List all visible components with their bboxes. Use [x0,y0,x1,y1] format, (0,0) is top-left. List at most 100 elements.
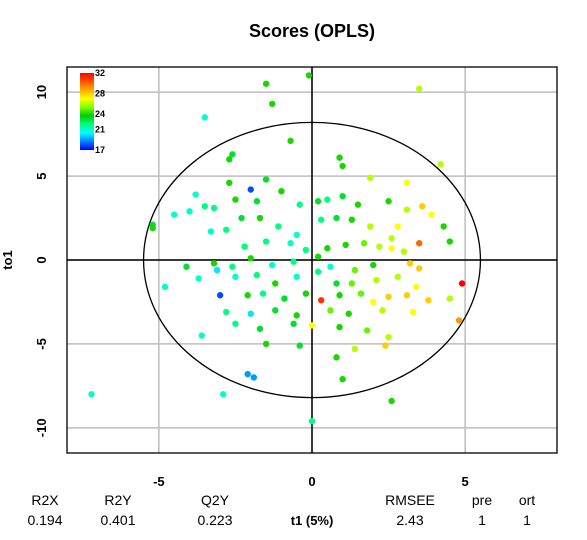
model-stats: R2X R2Y Q2Y RMSEE pre ort 0.194 0.401 0.223 2.43 1… [27,492,535,528]
stat-header: Q2Y [201,492,230,508]
score-point [241,243,248,250]
score-point [317,297,325,304]
chart-title: Scores (OPLS) [249,21,375,41]
score-points [88,72,466,425]
score-point [262,340,270,348]
score-point [268,261,276,269]
score-point [223,308,230,316]
score-point [287,240,294,247]
score-point [354,201,362,208]
y-tick-labels: -10 -5 0 5 10 [34,85,49,437]
stat-value: 1 [523,512,531,528]
score-point [428,211,435,218]
score-point [296,342,303,349]
y-tick-label: -10 [34,418,49,437]
colorbar-tick-label: 21 [95,124,105,134]
score-point [244,370,251,378]
score-point [281,295,288,302]
score-point [272,307,279,314]
stat-header: pre [472,492,492,508]
score-point [446,295,454,302]
stat-header: R2X [31,492,59,508]
score-point [296,201,303,208]
colorbar-tick-label: 28 [95,89,105,99]
y-tick-label: -5 [34,338,49,350]
stat-value: 2.43 [396,512,423,528]
colorbar-tick-label: 32 [95,68,105,78]
hotelling-ellipse [142,121,482,399]
score-point [238,214,245,222]
score-point [253,271,261,279]
score-point [400,248,408,255]
score-point [183,263,190,270]
score-point [210,204,218,212]
score-point [339,375,346,383]
score-point [262,176,270,183]
score-point [278,187,285,195]
score-point [232,320,239,327]
score-point [348,280,356,287]
score-point [336,292,343,299]
score-point [247,255,254,262]
score-point [348,216,356,223]
score-point [385,198,392,205]
score-point [357,290,365,297]
score-point [406,260,414,267]
score-point [201,114,209,121]
colorbar-tick-label: 24 [95,109,105,119]
score-point [370,298,377,306]
score-point [229,263,236,270]
score-point [455,317,463,324]
score-point [363,327,371,334]
score-point [88,391,95,398]
score-point [437,161,444,168]
score-point [293,273,300,280]
score-point [327,307,334,314]
stat-header: ort [519,492,535,508]
score-point [250,374,258,381]
score-point [287,137,294,145]
score-point [333,280,340,287]
score-point [229,151,236,158]
stat-value: 0.223 [197,512,232,528]
score-point [379,307,386,314]
stat-value: 0.401 [100,512,135,528]
score-point [305,72,313,79]
score-point [262,238,270,245]
color-legend: 32 28 24 21 17 [80,68,105,155]
score-point [247,186,254,193]
y-tick-label: 0 [34,256,49,263]
score-point [262,80,270,87]
colorbar-gradient [80,73,94,150]
score-point [388,397,395,405]
score-point [253,198,261,205]
score-point [394,223,401,230]
score-point [232,273,239,280]
score-point [415,85,423,93]
score-point [244,292,251,299]
score-point [333,354,340,361]
score-point [195,275,202,282]
score-point [213,266,221,274]
score-point [170,211,178,218]
score-point [308,417,316,425]
score-point [419,203,426,210]
score-point [207,228,215,235]
y-tick-label: 5 [34,172,49,179]
x-axis-label: t1 (5%) [291,513,334,528]
score-point [232,196,239,203]
score-point [216,292,224,299]
score-point [256,214,264,222]
score-point [440,223,447,230]
score-point [366,223,374,230]
score-point [370,261,377,269]
score-point [446,238,454,245]
score-point [293,231,300,239]
score-point [415,265,423,272]
score-point [259,290,267,297]
score-point [302,246,310,254]
score-point [409,308,417,316]
score-point [339,193,346,200]
y-axis-label: to1 [0,250,15,270]
score-point [376,243,383,250]
